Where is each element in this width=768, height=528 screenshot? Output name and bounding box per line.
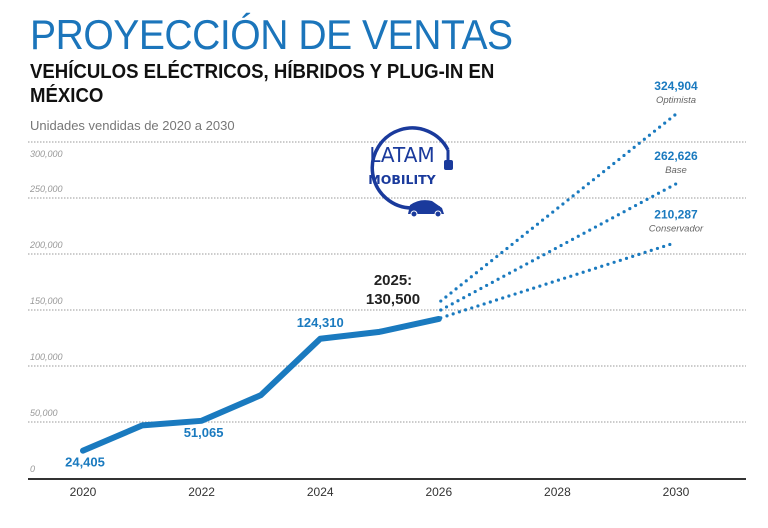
x-tick-label: 2020 [70, 485, 97, 499]
logo-text: LATAM [369, 143, 434, 167]
y-tick-label: 300,000 [30, 149, 63, 159]
projection-value-label: 324,904 [654, 79, 698, 93]
y-tick-label: 250,000 [29, 184, 63, 194]
y-tick-label: 0 [30, 464, 35, 474]
projection-name-label: Conservador [649, 223, 704, 234]
projection-name-label: Optimista [656, 95, 696, 106]
page-title: PROYECCIÓN DE VENTAS [30, 11, 513, 58]
projection-value-label: 210,287 [654, 207, 698, 221]
x-tick-label: 2026 [425, 485, 452, 499]
sales-line [80, 315, 442, 454]
latam-mobility-logo: LATAM MOBILITY [368, 126, 453, 218]
x-tick-label: 2024 [307, 485, 334, 499]
x-tick-label: 2022 [188, 485, 215, 499]
projection-name-label: Base [665, 165, 687, 176]
plug-icon [444, 160, 453, 170]
data-label: 24,405 [65, 455, 105, 470]
svg-text:MOBILITY: MOBILITY [368, 172, 436, 187]
projection-value-label: 262,626 [654, 149, 698, 163]
projection-optimista [439, 112, 678, 303]
projection-base [439, 182, 678, 312]
annotation-value: 130,500 [366, 291, 420, 308]
y-tick-label: 200,000 [29, 240, 63, 250]
y-tick-label: 100,000 [30, 352, 63, 362]
data-label: 51,065 [184, 425, 224, 440]
page-subtitle: VEHÍCULOS ELÉCTRICOS, HÍBRIDOS Y PLUG-IN… [30, 61, 495, 107]
y-tick-label: 150,000 [30, 296, 63, 306]
data-label: 124,310 [297, 315, 344, 330]
projection-conservador [439, 240, 678, 320]
x-tick-label: 2028 [544, 485, 571, 499]
x-tick-label: 2030 [663, 485, 690, 499]
annotation-year: 2025: [374, 272, 412, 289]
chart-caption: Unidades vendidas de 2020 a 2030 [30, 118, 235, 133]
car-icon [408, 200, 444, 214]
y-tick-label: 50,000 [30, 408, 58, 418]
